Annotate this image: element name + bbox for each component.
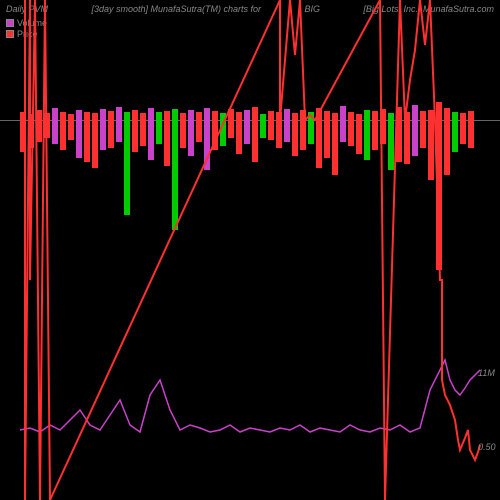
chart-area: 11M 0.50 <box>0 0 500 500</box>
overlay-svg <box>0 0 500 500</box>
price-line <box>25 0 480 500</box>
annotation: 11M <box>478 368 495 378</box>
volume-line <box>20 360 480 432</box>
annotation: 0.50 <box>478 442 496 452</box>
